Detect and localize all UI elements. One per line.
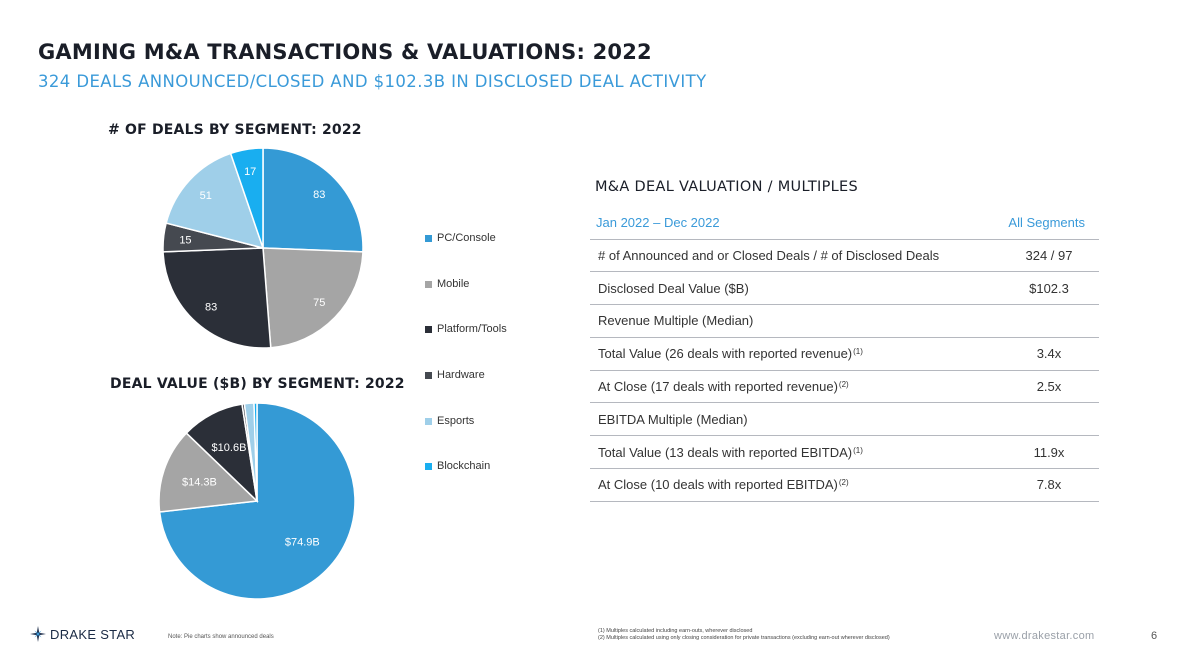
row-label: Disclosed Deal Value ($B) xyxy=(590,271,999,306)
row-label: At Close (10 deals with reported EBITDA)… xyxy=(590,468,999,502)
star-icon xyxy=(30,626,46,642)
value-slice-mobile xyxy=(158,431,259,513)
deals-slice-platform-tools xyxy=(162,247,272,349)
table-row: Revenue Multiple (Median) xyxy=(590,304,1099,338)
row-label: Total Value (13 deals with reported EBIT… xyxy=(590,435,999,470)
page-number: 6 xyxy=(1151,630,1158,642)
legend-swatch xyxy=(425,325,432,333)
row-label: Total Value (26 deals with reported reve… xyxy=(590,337,999,371)
legend-label: Esports xyxy=(437,415,475,427)
table-row: At Close (17 deals with reported revenue… xyxy=(590,370,1099,404)
table-row: # of Announced and or Closed Deals / # o… xyxy=(590,239,1099,273)
deals-slice-pc-console xyxy=(262,147,364,253)
table-row: At Close (10 deals with reported EBITDA)… xyxy=(590,468,1099,502)
deals-data-label: 75 xyxy=(313,297,325,309)
row-value: 2.5x xyxy=(999,370,1099,404)
drake-star-logo: DRAKE STAR xyxy=(30,626,135,642)
legend-item-platform-tools: Platform/Tools xyxy=(425,323,507,335)
legend-item-mobile: Mobile xyxy=(425,278,469,290)
page-title: GAMING M&A TRANSACTIONS & VALUATIONS: 20… xyxy=(38,40,652,64)
row-value: 324 / 97 xyxy=(999,239,1099,273)
footnotes: (1) Multiples calculated including earn-… xyxy=(598,628,890,642)
deals-slice-esports xyxy=(165,152,265,250)
deals-data-label: 83 xyxy=(313,189,325,201)
page-subtitle: 324 DEALS ANNOUNCED/CLOSED AND $102.3B I… xyxy=(38,72,707,91)
footnote-1: (1) Multiples calculated including earn-… xyxy=(598,628,753,634)
value-slice-blockchain xyxy=(253,402,258,502)
legend-label: PC/Console xyxy=(437,232,496,244)
legend-swatch xyxy=(425,280,432,288)
row-value: 11.9x xyxy=(999,435,1099,470)
legend-label: Hardware xyxy=(437,369,485,381)
table-row: Disclosed Deal Value ($B) $102.3 xyxy=(590,271,1099,306)
table-header-row: Jan 2022 – Dec 2022 All Segments xyxy=(590,207,1099,240)
legend-item-pc-console: PC/Console xyxy=(425,232,496,244)
deals-by-segment-pie: 83 75 83 15 51 17 xyxy=(162,147,364,349)
legend-label: Platform/Tools xyxy=(437,323,507,335)
legend-label: Blockchain xyxy=(437,460,491,472)
deals-chart-title: # OF DEALS BY SEGMENT: 2022 xyxy=(108,122,362,138)
valuation-table: Jan 2022 – Dec 2022 All Segments # of An… xyxy=(590,207,1099,502)
deals-data-label: 51 xyxy=(200,190,212,202)
period-header: Jan 2022 – Dec 2022 xyxy=(590,207,999,240)
row-value xyxy=(999,402,1099,437)
deals-data-label: 15 xyxy=(179,235,191,247)
value-data-label: $74.9B xyxy=(285,536,320,548)
legend-swatch xyxy=(425,234,432,242)
deals-data-label: 17 xyxy=(244,166,256,178)
value-data-label: $14.3B xyxy=(182,476,217,488)
deal-value-by-segment-pie: $74.9B $14.3B $10.6B xyxy=(158,402,356,600)
row-label: # of Announced and or Closed Deals / # o… xyxy=(590,239,999,273)
row-value: 3.4x xyxy=(999,337,1099,371)
website-link[interactable]: www.drakestar.com xyxy=(994,630,1095,642)
value-chart-title: DEAL VALUE ($B) BY SEGMENT: 2022 xyxy=(110,376,405,392)
row-label: At Close (17 deals with reported revenue… xyxy=(590,370,999,404)
table-row: Total Value (26 deals with reported reve… xyxy=(590,337,1099,371)
row-label: EBITDA Multiple (Median) xyxy=(590,402,999,437)
footnote-2: (2) Multiples calculated using only clos… xyxy=(598,635,890,641)
value-data-label: $10.6B xyxy=(212,442,247,454)
legend-item-esports: Esports xyxy=(425,415,474,427)
table-row: EBITDA Multiple (Median) xyxy=(590,402,1099,437)
row-value: 7.8x xyxy=(999,468,1099,502)
legend-label: Mobile xyxy=(437,278,470,290)
deals-slice-blockchain xyxy=(229,147,264,249)
legend-swatch xyxy=(425,371,432,379)
legend-item-blockchain: Blockchain xyxy=(425,460,490,472)
row-value: $102.3 xyxy=(999,271,1099,306)
segments-header: All Segments xyxy=(999,207,1099,240)
row-label: Revenue Multiple (Median) xyxy=(590,304,999,338)
table-row: Total Value (13 deals with reported EBIT… xyxy=(590,435,1099,470)
legend-swatch xyxy=(425,462,432,470)
logo-text: DRAKE STAR xyxy=(50,626,136,642)
deals-data-label: 83 xyxy=(205,301,217,313)
row-value xyxy=(999,304,1099,338)
pie-note: Note: Pie charts show announced deals xyxy=(168,634,274,640)
legend-item-hardware: Hardware xyxy=(425,369,485,381)
valuation-table-title: M&A DEAL VALUATION / MULTIPLES xyxy=(595,179,858,195)
legend-swatch xyxy=(425,417,432,425)
deals-slice-mobile xyxy=(262,247,364,349)
